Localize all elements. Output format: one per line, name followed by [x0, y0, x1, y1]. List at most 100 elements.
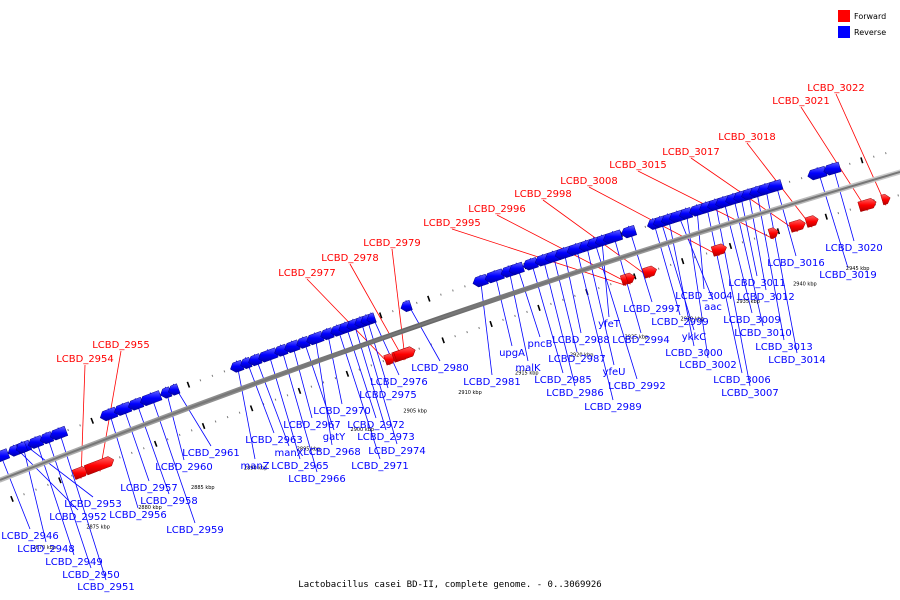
reverse-gene-label[interactable]: LCBD_3009 [723, 315, 781, 326]
reverse-gene-label[interactable]: aac [704, 302, 722, 313]
reverse-gene-label[interactable]: LCBD_2953 [64, 499, 122, 510]
reverse-gene-label[interactable]: LCBD_3014 [768, 355, 826, 366]
forward-gene-label[interactable]: LCBD_3017 [662, 147, 720, 158]
forward-gene-label[interactable]: LCBD_2995 [423, 218, 481, 229]
reverse-gene-label[interactable]: LCBD_2972 [347, 420, 405, 431]
reverse-gene-label[interactable]: LCBD_2949 [45, 557, 103, 568]
reverse-gene-label[interactable]: LCBD_3010 [734, 328, 792, 339]
reverse-gene-arrow[interactable] [39, 431, 55, 445]
reverse-gene-arrow[interactable] [767, 179, 784, 193]
forward-gene-label[interactable]: LCBD_2955 [92, 340, 150, 351]
reverse-gene-label[interactable]: LCBD_3013 [755, 342, 813, 353]
reverse-gene-label[interactable]: LCBD_2963 [245, 435, 303, 446]
forward-gene-label[interactable]: LCBD_3018 [718, 132, 776, 143]
reverse-gene-label[interactable]: LCBD_2971 [351, 461, 409, 472]
reverse-gene-label[interactable]: LCBD_3012 [737, 292, 795, 303]
forward-gene-label[interactable]: LCBD_2998 [514, 189, 572, 200]
reverse-gene-arrow[interactable] [113, 401, 133, 416]
reverse-gene-arrow[interactable] [230, 359, 245, 373]
reverse-gene-label[interactable]: LCBD_2952 [49, 512, 107, 523]
reverse-gene-label[interactable]: LCBD_3016 [767, 258, 825, 269]
reverse-gene-label[interactable]: yfeT [598, 319, 621, 330]
reverse-gene-arrow[interactable] [807, 165, 828, 181]
reverse-gene-label[interactable]: LCBD_2960 [155, 462, 213, 473]
reverse-gene-label[interactable]: LCBD_2951 [77, 582, 135, 593]
forward-gene-label[interactable]: LCBD_2978 [321, 253, 379, 264]
reverse-gene-arrow[interactable] [400, 299, 413, 313]
reverse-gene-arrow[interactable] [296, 335, 311, 349]
reverse-gene-label[interactable]: LCBD_3002 [679, 360, 737, 371]
reverse-gene-arrow[interactable] [508, 261, 525, 276]
reverse-gene-label[interactable]: LCBD_2961 [182, 448, 240, 459]
reverse-gene-label[interactable]: LCBD_2992 [608, 381, 666, 392]
forward-gene-label[interactable]: LCBD_3022 [807, 83, 865, 94]
reverse-gene-arrow[interactable] [99, 406, 119, 422]
reverse-gene-arrow[interactable] [620, 224, 638, 239]
reverse-gene-arrow[interactable] [0, 448, 11, 464]
reverse-gene-label[interactable]: LCBD_2985 [534, 375, 592, 386]
reverse-gene-label[interactable]: LCBD_2966 [288, 474, 346, 485]
reverse-gene-label[interactable]: LCBD_2981 [463, 377, 521, 388]
reverse-gene-label[interactable]: LCBD_3006 [713, 375, 771, 386]
forward-gene-arrow[interactable] [767, 227, 779, 240]
reverse-gene-arrow[interactable] [27, 435, 45, 449]
reverse-gene-label[interactable]: LCBD_2999 [651, 317, 709, 328]
reverse-gene-label[interactable]: manX [274, 448, 303, 459]
forward-gene-arrow[interactable] [857, 198, 877, 213]
reverse-gene-label[interactable]: LCBD_2968 [303, 447, 361, 458]
forward-gene-label[interactable]: LCBD_2979 [363, 238, 421, 249]
reverse-gene-label[interactable]: LCBD_2997 [623, 304, 681, 315]
forward-gene-label[interactable]: LCBD_2996 [468, 204, 526, 215]
reverse-gene-arrow[interactable] [823, 161, 842, 176]
reverse-gene-label[interactable]: LCBD_2989 [584, 402, 642, 413]
reverse-gene-label[interactable]: LCBD_2976 [370, 377, 428, 388]
reverse-gene-arrow[interactable] [139, 390, 163, 407]
reverse-gene-label[interactable]: LCBD_3000 [665, 348, 723, 359]
forward-gene-arrow[interactable] [710, 243, 727, 257]
forward-gene-arrow[interactable] [788, 219, 806, 233]
reverse-gene-label[interactable]: manZ [240, 461, 269, 472]
reverse-gene-label[interactable]: gatY [323, 432, 346, 443]
reverse-gene-label[interactable]: LCBD_2974 [368, 446, 426, 457]
reverse-gene-label[interactable]: LCBD_2957 [120, 483, 178, 494]
reverse-gene-arrow[interactable] [127, 396, 145, 411]
reverse-gene-label[interactable]: ykkC [682, 332, 707, 343]
reverse-gene-label[interactable]: malK [515, 363, 541, 374]
reverse-gene-label[interactable]: LCBD_3019 [819, 270, 877, 281]
reverse-gene-arrow[interactable] [167, 383, 181, 396]
reverse-gene-label[interactable]: upgA [499, 348, 525, 359]
forward-gene-label[interactable]: LCBD_2954 [56, 354, 114, 365]
reverse-gene-label[interactable]: LCBD_2994 [612, 335, 670, 346]
reverse-gene-label[interactable]: LCBD_2988 [552, 335, 610, 346]
reverse-gene-label[interactable]: LCBD_2965 [271, 461, 329, 472]
reverse-gene-label[interactable]: LCBD_2973 [357, 432, 415, 443]
reverse-gene-label[interactable]: yfeU [603, 367, 626, 378]
forward-gene-arrow[interactable] [83, 456, 115, 476]
reverse-gene-arrow[interactable] [274, 343, 289, 357]
reverse-gene-label[interactable]: LCBD_2956 [109, 510, 167, 521]
reverse-gene-label[interactable]: LCBD_2946 [1, 531, 59, 542]
reverse-gene-arrow[interactable] [248, 353, 263, 367]
reverse-gene-label[interactable]: LCBD_3004 [675, 291, 733, 302]
reverse-gene-label[interactable]: LCBD_3011 [728, 278, 786, 289]
reverse-gene-arrow[interactable] [484, 268, 505, 284]
reverse-gene-label[interactable]: LCBD_3020 [825, 243, 883, 254]
reverse-gene-arrow[interactable] [679, 207, 694, 220]
reverse-gene-label[interactable]: LCBD_2986 [546, 388, 604, 399]
reverse-gene-arrow[interactable] [602, 229, 624, 245]
reverse-gene-arrow[interactable] [472, 273, 489, 288]
reverse-gene-label[interactable]: LCBD_2970 [313, 406, 371, 417]
forward-gene-arrow[interactable] [804, 215, 819, 228]
forward-gene-arrow[interactable] [641, 265, 658, 279]
forward-gene-arrow[interactable] [624, 272, 636, 285]
reverse-gene-label[interactable]: LCBD_2967 [283, 420, 341, 431]
reverse-gene-label[interactable]: LCBD_2950 [62, 570, 120, 581]
reverse-gene-label[interactable]: LCBD_2958 [140, 496, 198, 507]
forward-gene-label[interactable]: LCBD_3021 [772, 96, 830, 107]
forward-gene-arrow[interactable] [393, 346, 416, 363]
forward-gene-label[interactable]: LCBD_3015 [609, 160, 667, 171]
reverse-gene-arrow[interactable] [522, 257, 539, 271]
reverse-gene-arrow[interactable] [366, 312, 377, 324]
reverse-gene-label[interactable]: LCBD_2959 [166, 525, 224, 536]
reverse-gene-arrow[interactable] [49, 425, 69, 441]
